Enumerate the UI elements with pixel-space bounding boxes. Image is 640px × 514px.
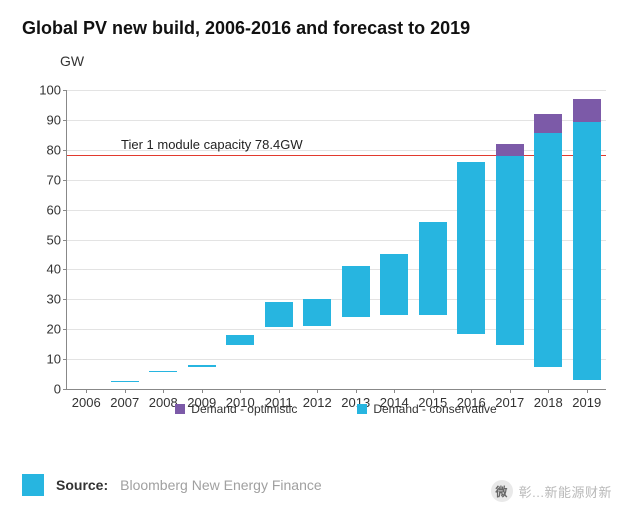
legend-item: Demand - optimistic [175, 402, 297, 416]
source-row: Source: Bloomberg New Energy Finance [22, 474, 322, 496]
chart-title: Global PV new build, 2006-2016 and forec… [0, 0, 640, 43]
watermark: 微 彰...新能源财新 [491, 480, 612, 502]
bar-segment [457, 162, 485, 335]
ytick-label: 60 [47, 202, 67, 217]
bar-segment [573, 99, 601, 122]
bar [265, 302, 293, 389]
source-text: Bloomberg New Energy Finance [120, 477, 322, 493]
wechat-icon: 微 [491, 480, 513, 502]
bar-segment [226, 335, 254, 345]
legend-label: Demand - conservative [373, 402, 496, 416]
bar [457, 162, 485, 389]
ytick-label: 80 [47, 142, 67, 157]
bar-segment [534, 114, 562, 133]
bar [534, 114, 562, 389]
ytick-label: 0 [54, 382, 67, 397]
bar-segment [380, 254, 408, 315]
bar [149, 371, 177, 389]
bar [226, 335, 254, 389]
legend: Demand - optimistic Demand - conservative [66, 402, 606, 416]
ytick-label: 90 [47, 112, 67, 127]
y-axis-unit: GW [0, 43, 640, 69]
chart: Tier 1 module capacity 78.4GW 0102030405… [30, 80, 620, 430]
bar [303, 299, 331, 389]
ytick-label: 50 [47, 232, 67, 247]
ytick-label: 10 [47, 352, 67, 367]
bar [188, 365, 216, 389]
ytick-label: 20 [47, 322, 67, 337]
bar-segment [188, 365, 216, 367]
bar-segment [534, 133, 562, 367]
bar-segment [303, 299, 331, 326]
source-swatch [22, 474, 44, 496]
bar-segment [573, 122, 601, 380]
bar [380, 254, 408, 389]
ytick-label: 30 [47, 292, 67, 307]
plot-area: Tier 1 module capacity 78.4GW 0102030405… [66, 90, 606, 390]
source-label: Source: [56, 477, 108, 493]
bar [573, 99, 601, 389]
watermark-text: 彰...新能源财新 [519, 482, 612, 501]
bar-segment [419, 222, 447, 316]
bar-segment [496, 156, 524, 345]
legend-label: Demand - optimistic [191, 402, 297, 416]
bar-segment [342, 266, 370, 316]
ytick-label: 100 [39, 83, 67, 98]
bar [342, 266, 370, 389]
bar [419, 222, 447, 389]
bar-segment [149, 371, 177, 372]
ytick-label: 70 [47, 172, 67, 187]
bar [111, 381, 139, 389]
bar-segment [496, 144, 524, 156]
bar-segment [265, 302, 293, 327]
ytick-label: 40 [47, 262, 67, 277]
bar [496, 144, 524, 389]
legend-item: Demand - conservative [357, 402, 496, 416]
legend-swatch [175, 404, 185, 414]
legend-swatch [357, 404, 367, 414]
